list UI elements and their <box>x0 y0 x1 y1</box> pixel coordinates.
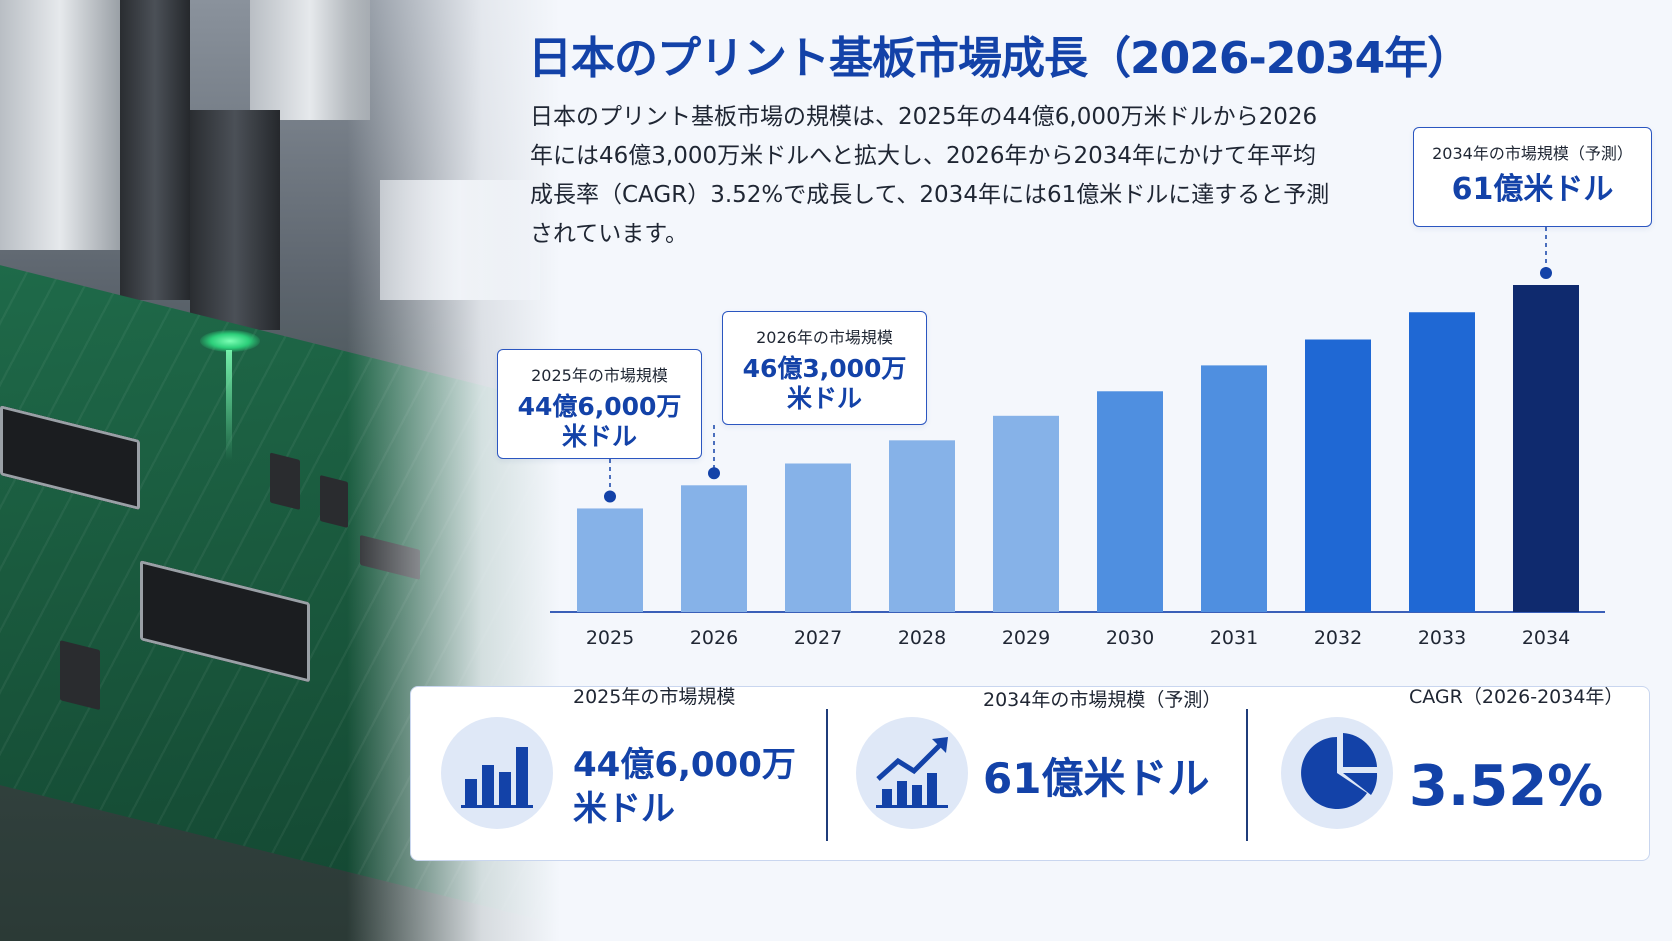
stats-panel: 2025年の市場規模 44億6,000万米ドル 2034年の市場規模（予測） 6… <box>410 686 1650 861</box>
x-tick-label: 2025 <box>586 627 634 649</box>
callout-2034-label: 2034年の市場規模（予測） <box>1432 144 1633 163</box>
page-title: 日本のプリント基板市場成長（2026-2034年） <box>528 33 1471 84</box>
stat-label: 2034年の市場規模（予測） <box>983 689 1222 711</box>
x-tick-label: 2033 <box>1418 627 1466 649</box>
x-tick-label: 2034 <box>1522 627 1570 649</box>
callout-dot <box>708 467 720 480</box>
stat-market-2025: 2025年の市場規模 44億6,000万米ドル <box>411 686 821 862</box>
pie-chart-icon <box>1281 717 1393 829</box>
x-tick-label: 2031 <box>1210 627 1258 649</box>
stat-value: 61億米ドル <box>983 754 1210 803</box>
stat-value: 44億6,000万米ドル <box>573 745 796 829</box>
stat-value: 3.52% <box>1409 754 1604 819</box>
callout-dot <box>1540 267 1552 279</box>
bar-2030 <box>1097 391 1163 612</box>
x-tick-label: 2028 <box>898 627 946 649</box>
stat-cagr: CAGR（2026-2034年） 3.52% <box>1251 686 1651 862</box>
bar-2026 <box>681 485 747 612</box>
divider <box>1246 709 1248 841</box>
bar-2034 <box>1513 285 1579 612</box>
bar-2025 <box>577 508 643 612</box>
callout-2026-label: 2026年の市場規模 <box>756 328 893 347</box>
callout-2034-value: 61億米ドル <box>1451 172 1614 207</box>
x-tick-label: 2032 <box>1314 627 1362 649</box>
callout-2025-value: 44億6,000万米ドル <box>517 392 682 451</box>
growth-chart-icon <box>856 717 968 829</box>
bar-2031 <box>1201 365 1267 612</box>
bar-2028 <box>889 440 955 612</box>
x-tick-label: 2030 <box>1106 627 1154 649</box>
callout-2026-value: 46億3,000万米ドル <box>742 354 907 413</box>
stat-label: CAGR（2026-2034年） <box>1409 686 1624 708</box>
stat-label: 2025年の市場規模 <box>573 686 736 708</box>
callout-2025-label: 2025年の市場規模 <box>531 366 668 385</box>
bar-chart-icon <box>441 717 553 829</box>
x-tick-label: 2026 <box>690 627 738 649</box>
bar-2029 <box>993 415 1059 612</box>
callout-2026: 2026年の市場規模 46億3,000万米ドル <box>722 311 927 425</box>
callout-2025: 2025年の市場規模 44億6,000万米ドル <box>497 349 702 459</box>
description-text: 日本のプリント基板市場の規模は、2025年の44億6,000万米ドルから2026… <box>530 104 1330 247</box>
bar-2033 <box>1409 312 1475 612</box>
callout-dot <box>604 490 616 503</box>
bar-2027 <box>785 463 851 612</box>
divider <box>826 709 828 841</box>
bar-2032 <box>1305 339 1371 612</box>
callout-2034: 2034年の市場規模（予測） 61億米ドル <box>1413 127 1652 227</box>
x-tick-label: 2029 <box>1002 627 1050 649</box>
stat-market-2034: 2034年の市場規模（予測） 61億米ドル <box>831 687 1241 862</box>
x-tick-label: 2027 <box>794 627 842 649</box>
